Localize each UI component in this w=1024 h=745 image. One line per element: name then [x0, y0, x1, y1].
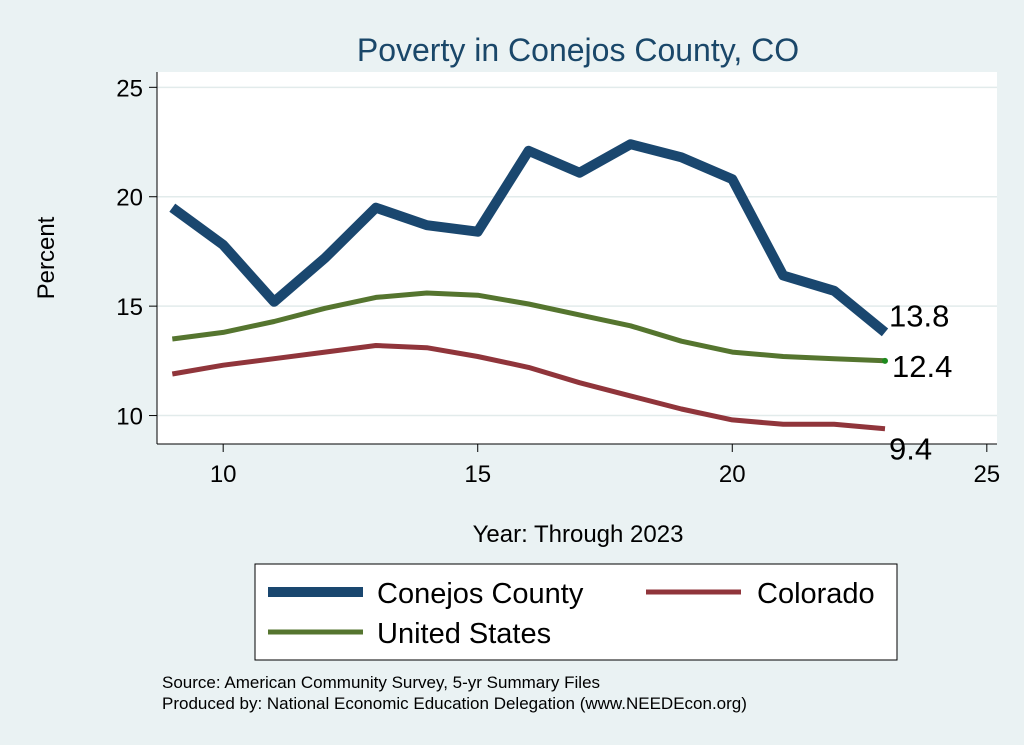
x-axis-title: Year: Through 2023	[473, 521, 684, 548]
y-tick-label-25: 25	[116, 75, 143, 102]
legend-label-colorado: Colorado	[757, 578, 875, 610]
series-lines	[169, 139, 889, 432]
end-label-united-states: 12.4	[892, 349, 952, 384]
legend: Conejos County Colorado United States	[254, 563, 898, 661]
series-line-united-states	[171, 290, 886, 364]
legend-label-us: United States	[377, 618, 551, 650]
end-marker-united-states	[882, 357, 888, 364]
series-line-colorado	[171, 343, 886, 432]
end-label-colorado: 9.4	[889, 432, 932, 467]
tick-labels: 10 15 20 25 10 15 20 25	[116, 75, 1000, 488]
plot-area	[157, 72, 997, 444]
y-tick-label-15: 15	[116, 294, 143, 321]
x-tick-label-10: 10	[210, 461, 237, 488]
producer-note: Produced by: National Economic Education…	[162, 694, 747, 713]
source-note: Source: American Community Survey, 5-yr …	[162, 673, 600, 692]
legend-label-conejos: Conejos County	[377, 578, 584, 610]
legend-box	[254, 563, 898, 661]
end-label-conejos-county: 13.8	[889, 298, 949, 333]
x-tick-label-25: 25	[973, 461, 1000, 488]
y-tick-label-20: 20	[116, 185, 143, 212]
series-line-conejos-county	[169, 139, 889, 337]
y-axis-title: Percent	[33, 216, 60, 299]
end-labels: 13.8 9.4 12.4	[889, 298, 952, 466]
x-tick-label-15: 15	[464, 461, 491, 488]
chart-title: Poverty in Conejos County, CO	[357, 32, 799, 68]
x-tick-label-20: 20	[719, 461, 746, 488]
axes	[156, 72, 997, 445]
y-tick-label-10: 10	[116, 404, 143, 431]
